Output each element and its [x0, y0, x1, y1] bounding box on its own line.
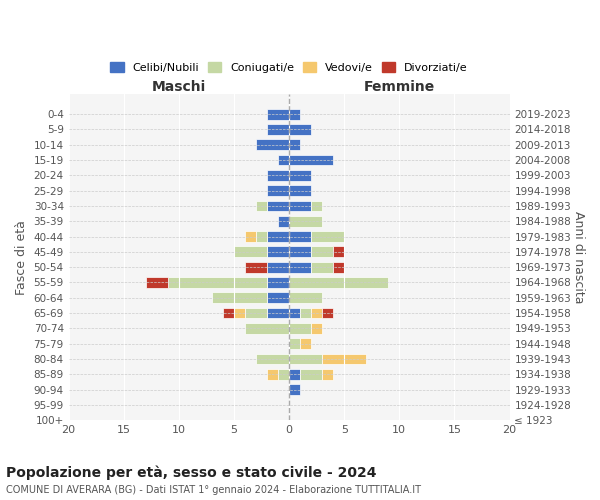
Bar — [267, 308, 289, 318]
Bar — [300, 338, 311, 349]
Bar — [289, 200, 311, 211]
Bar — [300, 308, 311, 318]
Bar — [289, 323, 311, 334]
Text: COMUNE DI AVERARA (BG) - Dati ISTAT 1° gennaio 2024 - Elaborazione TUTTITALIA.IT: COMUNE DI AVERARA (BG) - Dati ISTAT 1° g… — [6, 485, 421, 495]
Bar — [234, 246, 267, 257]
Bar — [289, 154, 333, 166]
Bar — [267, 246, 289, 257]
Bar — [267, 277, 289, 288]
Bar — [278, 154, 289, 166]
Bar — [256, 354, 289, 364]
Bar — [267, 231, 289, 242]
Legend: Celibi/Nubili, Coniugati/e, Vedovi/e, Divorziati/e: Celibi/Nubili, Coniugati/e, Vedovi/e, Di… — [106, 58, 472, 78]
Bar — [267, 200, 289, 211]
Bar — [212, 292, 267, 303]
Bar — [289, 124, 311, 135]
Bar — [289, 292, 322, 303]
Bar — [311, 231, 344, 242]
Y-axis label: Fasce di età: Fasce di età — [15, 220, 28, 295]
Bar — [322, 354, 366, 364]
Bar — [289, 246, 311, 257]
Bar — [245, 308, 267, 318]
Bar — [311, 262, 333, 272]
Bar — [289, 338, 300, 349]
Bar — [289, 262, 311, 272]
Bar — [333, 262, 344, 272]
Bar — [256, 231, 267, 242]
Bar — [289, 354, 322, 364]
Bar — [289, 170, 311, 180]
Bar — [289, 308, 300, 318]
Bar — [289, 369, 300, 380]
Bar — [256, 140, 289, 150]
Y-axis label: Anni di nascita: Anni di nascita — [572, 211, 585, 304]
Bar — [289, 384, 300, 395]
Bar — [267, 292, 289, 303]
Bar — [289, 109, 300, 120]
Bar — [256, 200, 267, 211]
Bar — [223, 308, 234, 318]
Bar — [289, 277, 388, 288]
Bar — [311, 308, 322, 318]
Text: Femmine: Femmine — [364, 80, 435, 94]
Bar — [322, 308, 333, 318]
Bar — [311, 246, 333, 257]
Bar — [245, 262, 267, 272]
Bar — [245, 231, 256, 242]
Bar — [333, 246, 344, 257]
Bar — [168, 277, 267, 288]
Bar — [278, 216, 289, 226]
Bar — [278, 369, 289, 380]
Bar — [267, 124, 289, 135]
Bar — [289, 231, 311, 242]
Bar — [234, 308, 245, 318]
Bar — [267, 109, 289, 120]
Bar — [289, 216, 322, 226]
Bar — [146, 277, 168, 288]
Bar — [300, 369, 322, 380]
Bar — [245, 323, 289, 334]
Bar — [267, 262, 289, 272]
Bar — [311, 323, 322, 334]
Bar — [311, 200, 322, 211]
Text: Popolazione per età, sesso e stato civile - 2024: Popolazione per età, sesso e stato civil… — [6, 465, 377, 479]
Text: Maschi: Maschi — [152, 80, 206, 94]
Bar — [267, 369, 278, 380]
Bar — [267, 186, 289, 196]
Bar — [322, 369, 333, 380]
Bar — [289, 140, 300, 150]
Bar — [289, 186, 311, 196]
Bar — [267, 170, 289, 180]
